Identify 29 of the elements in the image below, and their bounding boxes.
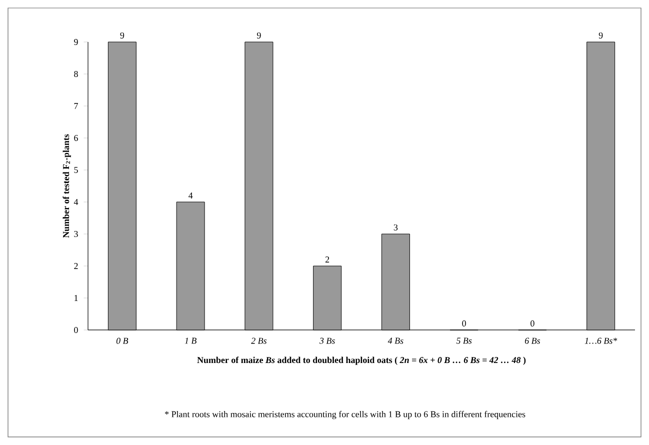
data-label: 0 (530, 320, 534, 326)
x-axis-title: Number of maize Bs added to doubled haploid oats ( 2n = 6x + 0 B … 6 Bs = 42 … 48 ) (197, 356, 526, 365)
y-tick-label: 1 (74, 295, 78, 301)
x-tick-label: 6 Bs (524, 338, 540, 344)
y-tick-label: 5 (74, 167, 78, 173)
text: * Plant roots with mosaic meristems accounting for cells with 1 B up to 6 Bs in different frequencies (164, 410, 526, 420)
data-label: 9 (256, 32, 261, 38)
data-label: 9 (120, 32, 124, 38)
data-label: 2 (325, 256, 330, 262)
x-tick-label: 2 Bs (251, 338, 267, 344)
y-tick-label: 3 (74, 230, 78, 238)
x-tick-label: 4 Bs (388, 338, 404, 344)
x-tick-label: 3 Bs (319, 338, 335, 344)
data-label: 9 (598, 32, 603, 38)
y-axis-title: Number of tested F$_{2}$-plants (62, 134, 71, 238)
y-tick-label: 9 (74, 38, 78, 46)
y-tick-label: 6 (74, 134, 78, 142)
x-tick-label: 0 B (116, 338, 128, 344)
data-label: 0 (462, 320, 466, 326)
x-tick-label: 1 B (184, 338, 196, 344)
x-tick-label: 1…6 Bs* (584, 338, 618, 344)
x-tick-label: 5 Bs (456, 338, 472, 344)
data-label: 4 (188, 192, 193, 198)
y-tick-label: 2 (74, 263, 78, 269)
y-tick-label: 0 (74, 326, 78, 334)
data-label: 3 (394, 224, 398, 230)
y-tick-label: 7 (74, 103, 78, 109)
y-tick-label: 8 (74, 70, 78, 78)
y-tick-label: 4 (74, 199, 78, 205)
